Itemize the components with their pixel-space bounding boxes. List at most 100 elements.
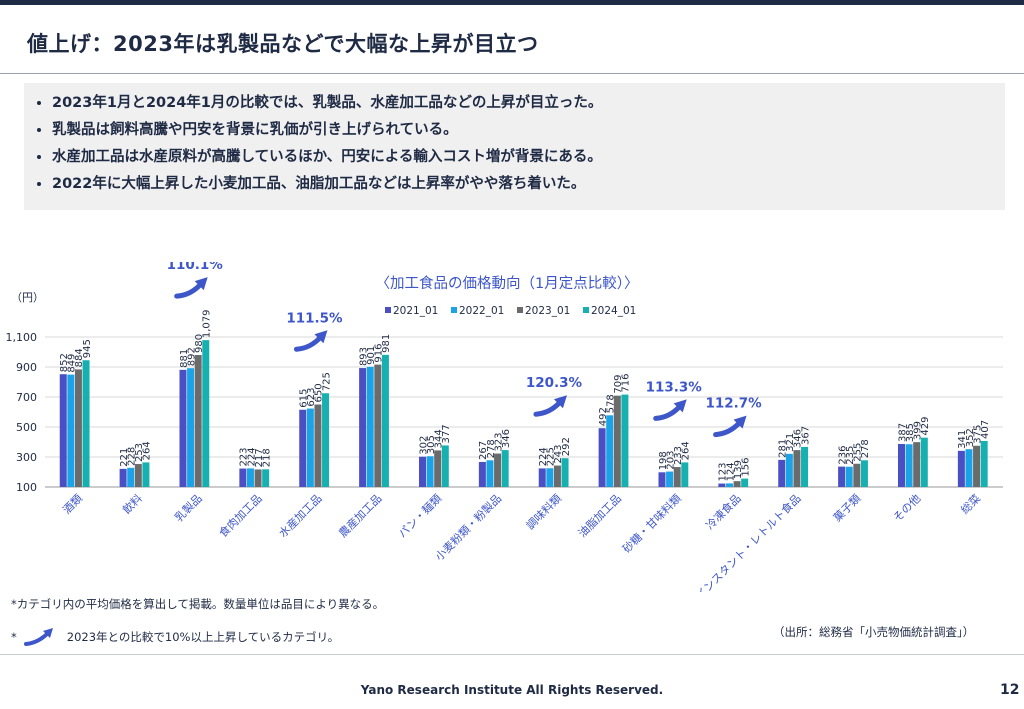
bar-2021_01 bbox=[957, 450, 965, 487]
data-label: 255 bbox=[853, 443, 864, 462]
bar-2022_01 bbox=[666, 471, 674, 487]
data-label: 217 bbox=[254, 448, 265, 467]
y-tick-label: 100 bbox=[16, 481, 37, 494]
data-label: 346 bbox=[501, 429, 512, 448]
data-label: 292 bbox=[561, 437, 572, 456]
data-label: 224 bbox=[538, 447, 549, 466]
bar-2024_01 bbox=[741, 478, 749, 487]
growth-rate-label: 111.5% bbox=[286, 310, 343, 326]
data-label: 492 bbox=[598, 407, 609, 426]
data-label: 399 bbox=[912, 421, 923, 440]
data-label: 578 bbox=[606, 394, 617, 413]
legend-label: 2023_01 bbox=[525, 305, 570, 317]
bar-2021_01 bbox=[418, 456, 426, 487]
data-label: 429 bbox=[920, 417, 931, 436]
rise-arrow-icon bbox=[533, 399, 563, 417]
data-label: 281 bbox=[778, 439, 789, 458]
data-label: 224 bbox=[246, 447, 257, 466]
category-label: 飲料 bbox=[119, 491, 144, 516]
bar-2024_01 bbox=[142, 462, 150, 487]
category-label: 菓子類 bbox=[831, 492, 864, 525]
bar-2024_01 bbox=[262, 469, 270, 487]
bar-2024_01 bbox=[202, 340, 210, 487]
legend-label: 2024_01 bbox=[591, 305, 636, 317]
bar-2023_01 bbox=[853, 463, 861, 487]
bar-2021_01 bbox=[778, 459, 786, 487]
data-label: 852 bbox=[59, 353, 70, 372]
bar-2024_01 bbox=[82, 360, 90, 487]
bar-2021_01 bbox=[598, 428, 606, 487]
bar-2023_01 bbox=[973, 445, 981, 487]
bar-2024_01 bbox=[980, 440, 988, 487]
footnote-average: *カテゴリ内の平均価格を算出して掲載。数量単位は品目により異なる。 bbox=[11, 597, 385, 611]
bar-2021_01 bbox=[179, 369, 187, 487]
data-label: 278 bbox=[860, 439, 871, 458]
data-label: 203 bbox=[665, 450, 676, 469]
bar-2022_01 bbox=[845, 466, 853, 487]
data-label: 881 bbox=[179, 349, 190, 368]
data-label: 225 bbox=[546, 447, 557, 466]
data-label: 945 bbox=[82, 339, 93, 358]
bar-2023_01 bbox=[134, 464, 142, 487]
data-label: 980 bbox=[194, 334, 205, 353]
bar-2022_01 bbox=[127, 467, 135, 487]
data-label: 321 bbox=[785, 433, 796, 452]
data-label: 253 bbox=[134, 443, 145, 462]
data-label: 323 bbox=[493, 432, 504, 451]
summary-bullet: 水産加工品は水産原料が高騰しているほか、円安による輸入コスト増が背景にある。 bbox=[52, 144, 1005, 171]
top-accent-bar bbox=[0, 0, 1024, 5]
y-tick-label: 500 bbox=[16, 421, 37, 434]
category-label: 冷凍食品 bbox=[703, 491, 744, 532]
data-label: 221 bbox=[119, 448, 130, 467]
data-label: 243 bbox=[553, 444, 564, 463]
data-label: 278 bbox=[486, 439, 497, 458]
bar-2021_01 bbox=[658, 472, 666, 487]
rise-arrow-head bbox=[314, 330, 328, 344]
data-label: 377 bbox=[441, 424, 452, 443]
data-label: 623 bbox=[306, 387, 317, 406]
data-label: 267 bbox=[478, 441, 489, 460]
category-label: 農産加工品 bbox=[336, 491, 385, 540]
bar-2023_01 bbox=[374, 364, 382, 487]
bar-2023_01 bbox=[434, 450, 442, 487]
bar-2023_01 bbox=[793, 450, 801, 487]
data-label: 650 bbox=[314, 383, 325, 402]
bar-2022_01 bbox=[905, 444, 913, 487]
legend-swatch bbox=[385, 307, 391, 313]
data-label: 264 bbox=[142, 441, 153, 460]
bar-2022_01 bbox=[785, 453, 793, 487]
bar-2022_01 bbox=[187, 368, 195, 487]
summary-bullet: 2022年に大幅上昇した小麦加工品、油脂加工品などは上昇率がやや落ち着いた。 bbox=[52, 171, 1005, 198]
bar-2024_01 bbox=[801, 446, 809, 487]
summary-box: 2023年1月と2024年1月の比較では、乳製品、水産加工品などの上昇が目立った… bbox=[24, 83, 1005, 210]
source-note: （出所：総務省「小売物価統計調査」） bbox=[773, 625, 975, 639]
y-tick-label: 700 bbox=[16, 391, 37, 404]
data-label: 341 bbox=[957, 430, 968, 449]
data-label: 367 bbox=[800, 426, 811, 445]
bar-2024_01 bbox=[381, 354, 389, 487]
page-number: 12 bbox=[1000, 682, 1020, 698]
data-label: 901 bbox=[366, 346, 377, 365]
data-label: 235 bbox=[845, 446, 856, 465]
footer-divider bbox=[0, 654, 1024, 655]
copyright-footer: Yano Research Institute All Rights Reser… bbox=[360, 683, 664, 697]
category-label: 調味料類 bbox=[523, 491, 564, 532]
data-label: 124 bbox=[725, 462, 736, 481]
data-label: 228 bbox=[127, 447, 138, 466]
rise-arrow-icon bbox=[653, 403, 683, 421]
y-tick-label: 1,100 bbox=[6, 331, 38, 344]
data-label: 233 bbox=[673, 446, 684, 465]
rise-arrow-icon bbox=[174, 281, 204, 299]
bar-2024_01 bbox=[860, 460, 868, 487]
footnote-arrow: * 2023年との比較で10%以上上昇しているカテゴリ。 bbox=[11, 627, 339, 647]
bar-2022_01 bbox=[725, 483, 733, 487]
category-label: 油脂加工品 bbox=[575, 491, 624, 540]
data-label: 344 bbox=[433, 429, 444, 448]
bar-2022_01 bbox=[246, 468, 254, 487]
bar-2022_01 bbox=[67, 374, 75, 487]
bar-2024_01 bbox=[322, 393, 330, 487]
data-label: 892 bbox=[186, 347, 197, 366]
bar-2023_01 bbox=[194, 355, 202, 487]
rise-arrow-icon bbox=[293, 334, 323, 352]
footnote-arrow-text: 2023年との比較で10%以上上昇しているカテゴリ。 bbox=[66, 630, 340, 644]
